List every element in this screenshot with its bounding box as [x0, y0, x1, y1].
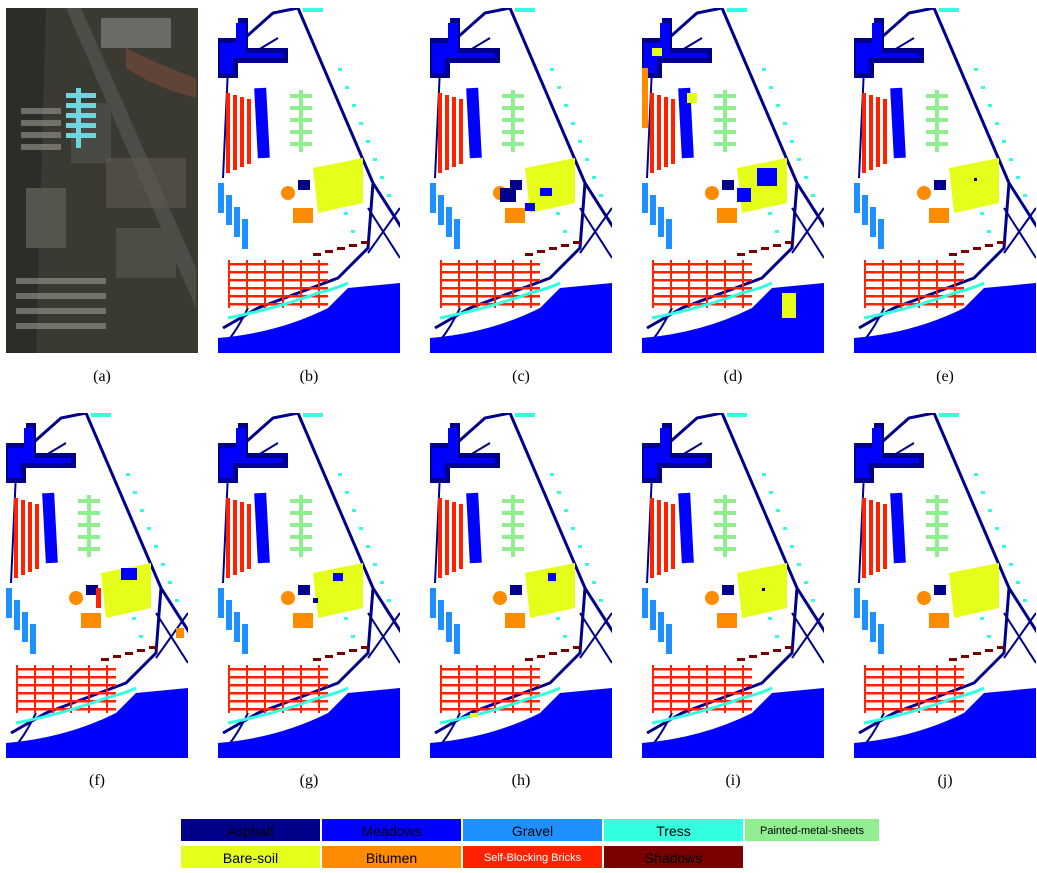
- legend-self-blocking-bricks: Self-Blocking Bricks: [462, 845, 603, 869]
- classification-map: [218, 8, 400, 353]
- legend-label: Shadows: [645, 850, 703, 866]
- classification-map: [6, 413, 188, 758]
- panel-e-classification-map: [854, 8, 1036, 353]
- classification-map: [854, 8, 1036, 353]
- classification-map: [430, 8, 612, 353]
- caption-j: (j): [854, 772, 1036, 790]
- caption-i: (i): [642, 772, 824, 790]
- caption-a: (a): [11, 368, 193, 386]
- classification-map: [642, 8, 824, 353]
- panel-f-classification-map: [6, 413, 188, 758]
- legend-label: Meadows: [362, 823, 422, 839]
- classification-map: [854, 413, 1036, 758]
- legend-meadows: Meadows: [321, 818, 462, 842]
- panel-h-classification-map: [430, 413, 612, 758]
- class-legend: Asphalt Meadows Gravel Tress Painted-met…: [180, 818, 880, 872]
- caption-d: (d): [642, 368, 824, 386]
- legend-gravel: Gravel: [462, 818, 603, 842]
- legend-label: Tress: [656, 823, 690, 839]
- caption-c: (c): [430, 368, 612, 386]
- caption-h: (h): [430, 772, 612, 790]
- panel-b-classification-map: [218, 8, 400, 353]
- classification-map: [218, 413, 400, 758]
- panel-c-classification-map: [430, 8, 612, 353]
- caption-f: (f): [6, 772, 188, 790]
- legend-label: Asphalt: [227, 823, 274, 839]
- panel-j-classification-map: [854, 413, 1036, 758]
- legend-shadows: Shadows: [603, 845, 744, 869]
- legend-label: Bitumen: [366, 850, 417, 866]
- legend-tress: Tress: [603, 818, 744, 842]
- legend-asphalt: Asphalt: [180, 818, 321, 842]
- legend-bare-soil: Bare-soil: [180, 845, 321, 869]
- panel-i-classification-map: [642, 413, 824, 758]
- classification-map: [642, 413, 824, 758]
- classification-map: [430, 413, 612, 758]
- legend-label: Gravel: [512, 823, 553, 839]
- panel-g-classification-map: [218, 413, 400, 758]
- legend-painted-metal-sheets: Painted-metal-sheets: [744, 818, 880, 842]
- legend-label: Painted-metal-sheets: [760, 825, 864, 837]
- caption-e: (e): [854, 368, 1036, 386]
- caption-g: (g): [218, 772, 400, 790]
- legend-bitumen: Bitumen: [321, 845, 462, 869]
- panel-d-classification-map: [642, 8, 824, 353]
- caption-b: (b): [218, 368, 400, 386]
- panel-a-false-color-image: [6, 8, 198, 353]
- aerial-photo: [6, 8, 198, 353]
- legend-label: Bare-soil: [223, 850, 278, 866]
- legend-label: Self-Blocking Bricks: [484, 852, 581, 864]
